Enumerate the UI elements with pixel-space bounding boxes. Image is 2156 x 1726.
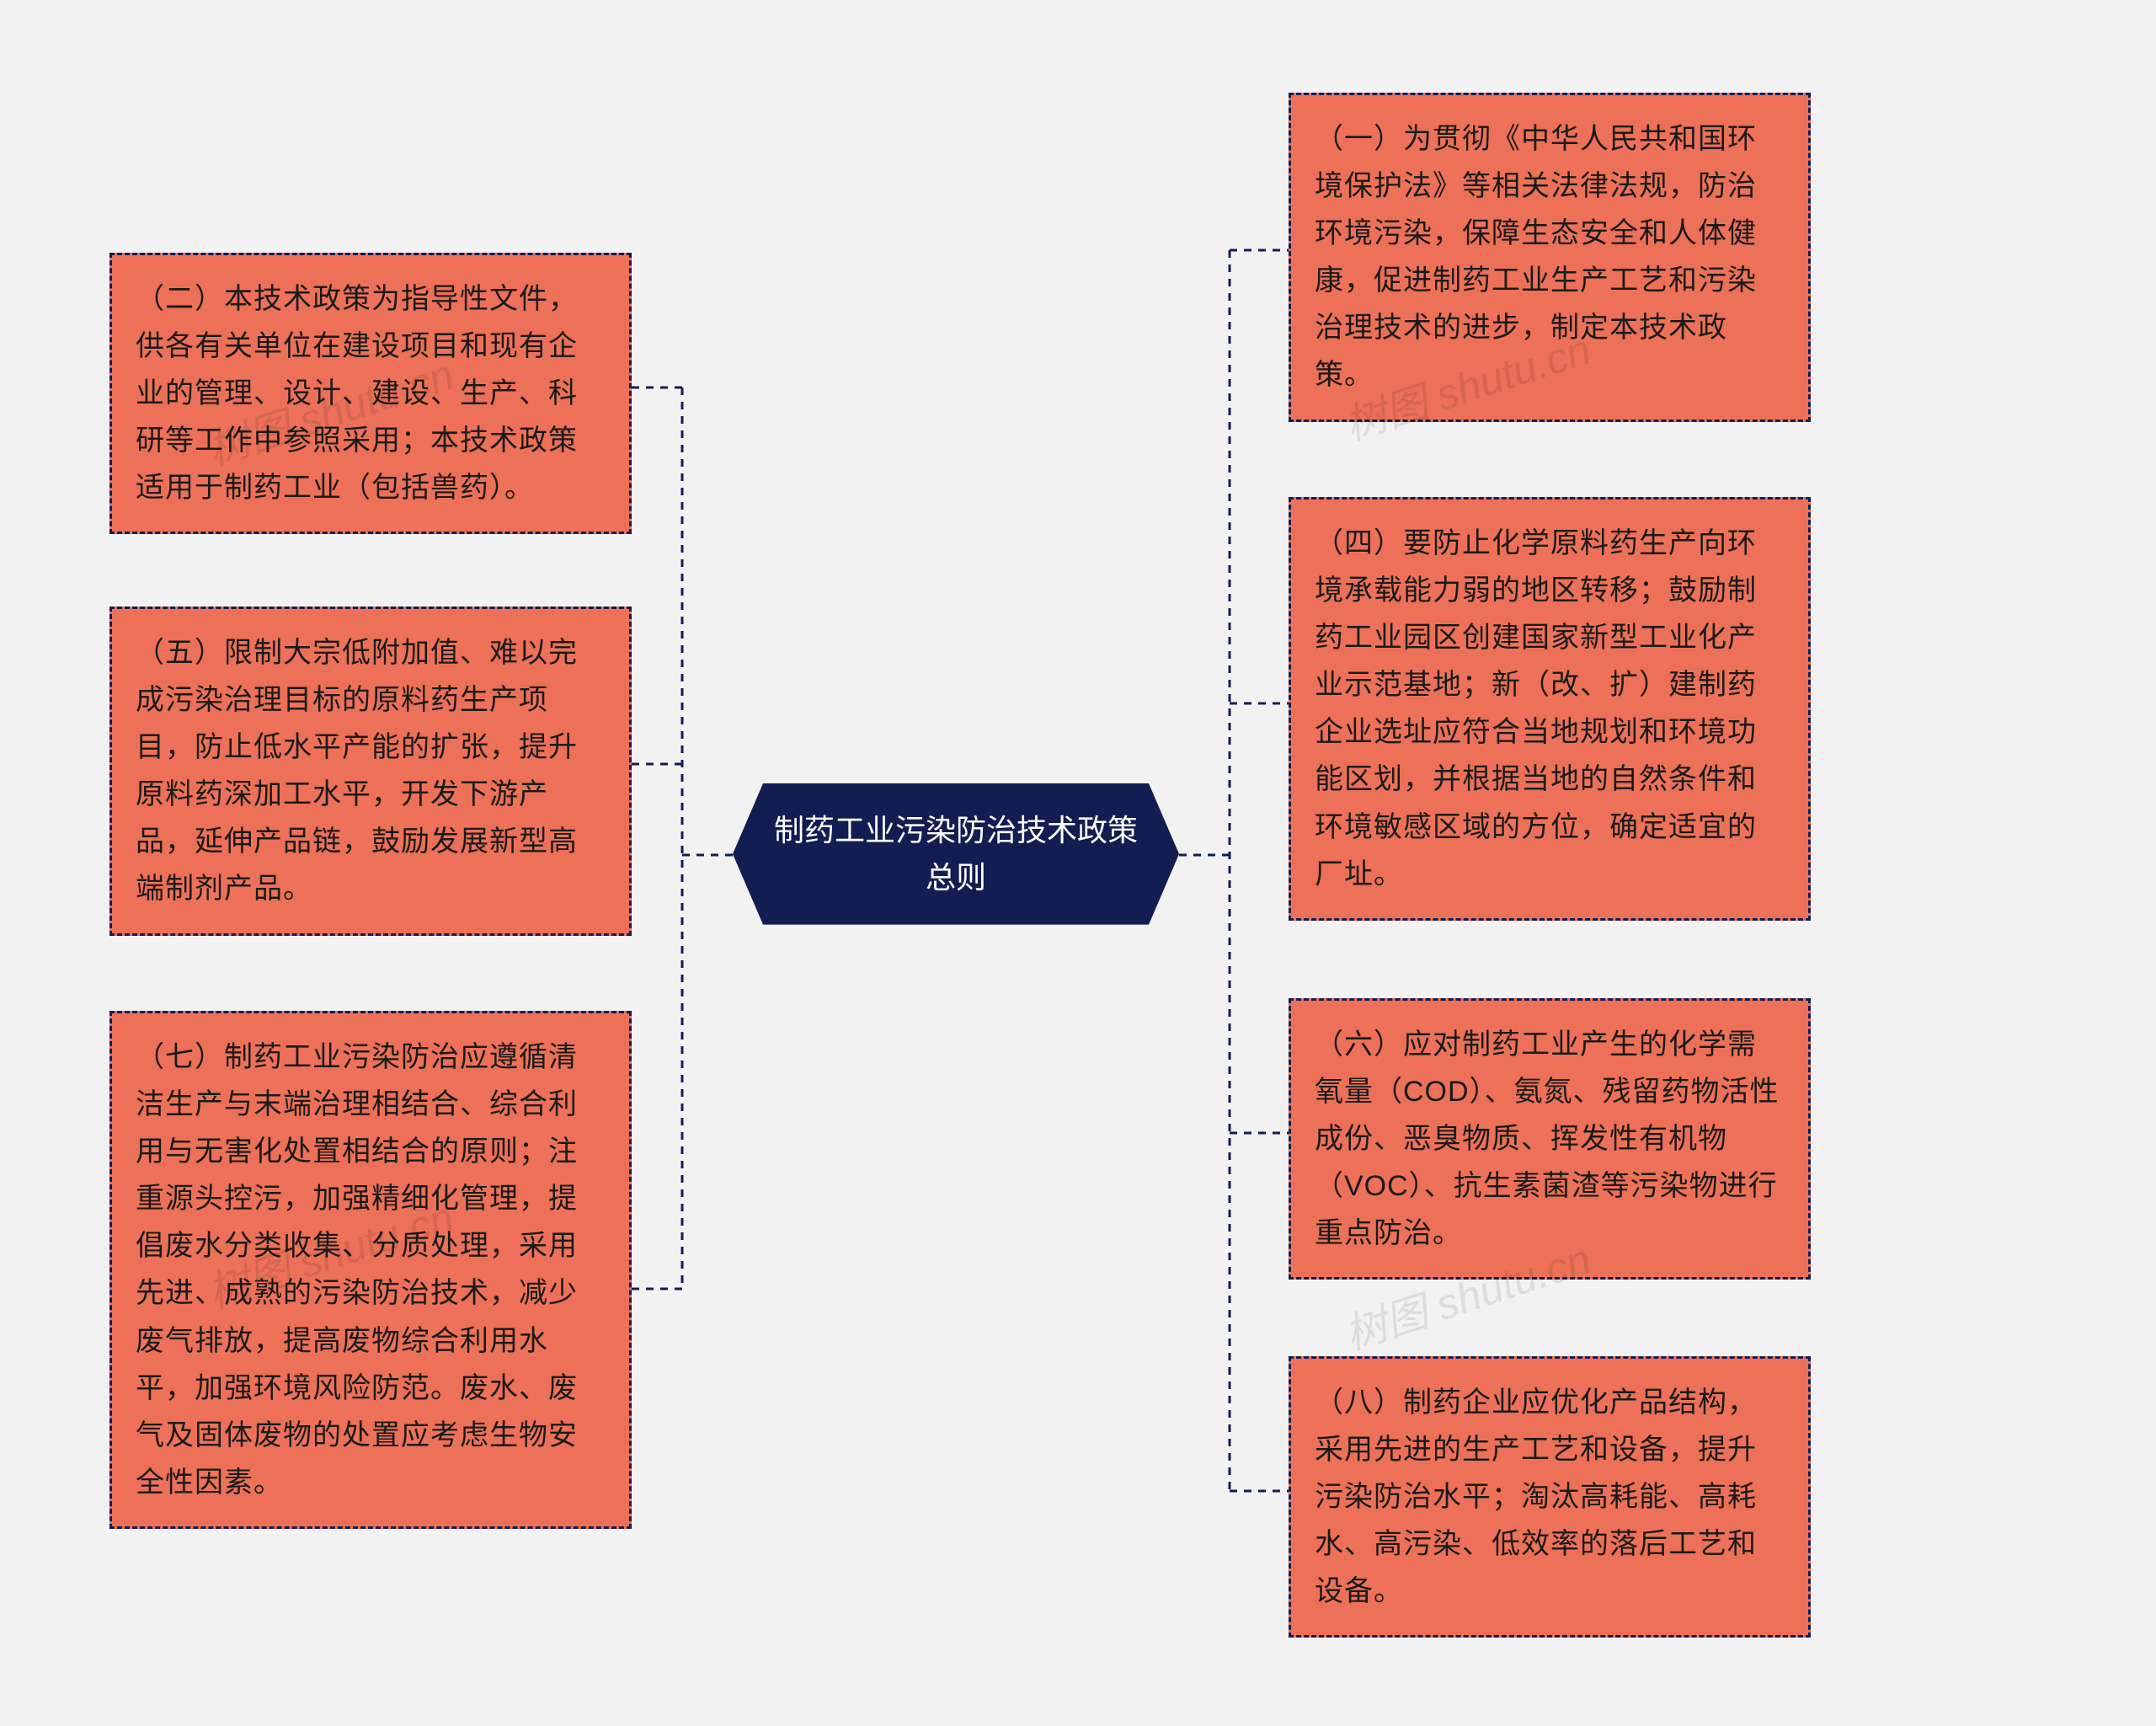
node-1-text: （一）为贯彻《中华人民共和国环境保护法》等相关法律法规，防治环境污染，保障生态安… (1315, 123, 1757, 391)
node-2-text: （二）本技术政策为指导性文件，供各有关单位在建设项目和现有企业的管理、设计、建设… (136, 283, 578, 504)
node-7-text: （七）制药工业污染防治应遵循清洁生产与末端治理相结合、综合利用与无害化处置相结合… (136, 1041, 578, 1499)
node-1: （一）为贯彻《中华人民共和国环境保护法》等相关法律法规，防治环境污染，保障生态安… (1289, 93, 1811, 422)
node-4-text: （四）要防止化学原料药生产向环境承载能力弱的地区转移；鼓励制药工业园区创建国家新… (1315, 527, 1757, 890)
node-2: （二）本技术政策为指导性文件，供各有关单位在建设项目和现有企业的管理、设计、建设… (109, 253, 632, 534)
node-8: （八）制药企业应优化产品结构，采用先进的生产工艺和设备，提升污染防治水平；淘汰高… (1289, 1356, 1811, 1638)
node-6: （六）应对制药工业产生的化学需氧量（COD）、氨氮、残留药物活性成份、恶臭物质、… (1289, 998, 1811, 1280)
node-4: （四）要防止化学原料药生产向环境承载能力弱的地区转移；鼓励制药工业园区创建国家新… (1289, 497, 1811, 921)
node-5: （五）限制大宗低附加值、难以完成污染治理目标的原料药生产项目，防止低水平产能的扩… (109, 607, 632, 936)
mindmap-canvas: 制药工业污染防治技术政策总则 （二）本技术政策为指导性文件，供各有关单位在建设项… (0, 0, 2156, 1726)
center-node: 制药工业污染防治技术政策总则 (733, 783, 1179, 925)
node-8-text: （八）制药企业应优化产品结构，采用先进的生产工艺和设备，提升污染防治水平；淘汰高… (1315, 1387, 1757, 1607)
center-node-text: 制药工业污染防治技术政策总则 (774, 813, 1138, 895)
node-6-text: （六）应对制药工业产生的化学需氧量（COD）、氨氮、残留药物活性成份、恶臭物质、… (1315, 1029, 1780, 1249)
node-5-text: （五）限制大宗低附加值、难以完成污染治理目标的原料药生产项目，防止低水平产能的扩… (136, 637, 578, 905)
node-7: （七）制药工业污染防治应遵循清洁生产与末端治理相结合、综合利用与无害化处置相结合… (109, 1011, 632, 1529)
